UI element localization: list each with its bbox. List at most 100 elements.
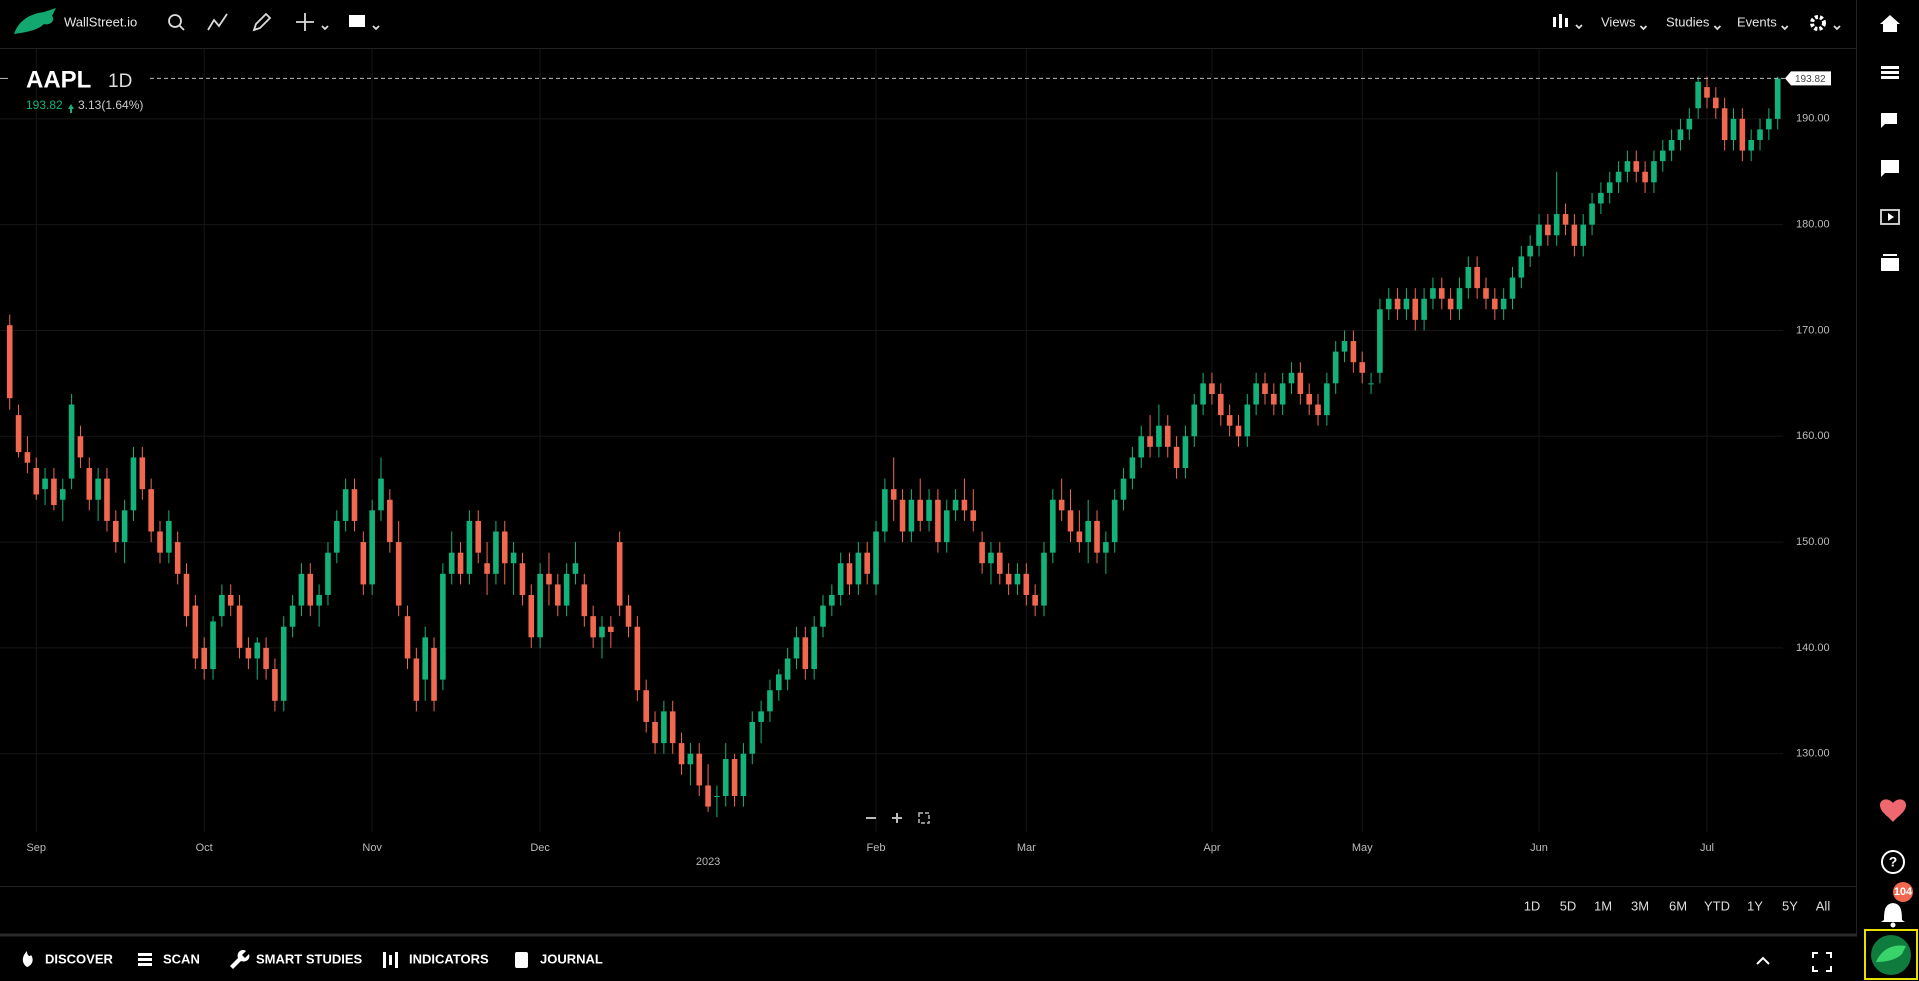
- candle-body: [1200, 383, 1206, 405]
- range-button[interactable]: All: [1816, 898, 1831, 913]
- candle-body: [1553, 214, 1560, 236]
- candle-body: [1288, 372, 1295, 384]
- zoom-controls: [866, 812, 930, 824]
- candle-body: [1350, 341, 1357, 363]
- settings-icon[interactable]: [1810, 15, 1841, 31]
- watchlist-icon[interactable]: [1881, 66, 1899, 79]
- candle-body: [1226, 415, 1233, 426]
- candle-body: [1306, 393, 1312, 405]
- candle-body: [1120, 478, 1127, 500]
- notification-bell[interactable]: [1881, 903, 1905, 928]
- candle-body: [148, 489, 154, 532]
- candle-body: [501, 531, 508, 564]
- candle-body: [219, 594, 225, 617]
- draw-icon[interactable]: [252, 12, 272, 32]
- menu-item[interactable]: Studies: [1666, 14, 1710, 29]
- candle-body: [864, 552, 870, 574]
- candle-body: [457, 552, 464, 574]
- candle-body: [1138, 436, 1145, 458]
- candle-body: [537, 573, 543, 638]
- candle-body: [236, 605, 243, 648]
- bottom-nav: DISCOVER SCAN SMART STUDIES INDICATORS JOURN…: [45, 951, 603, 966]
- message-icon[interactable]: [1881, 160, 1899, 177]
- x-tick-label: Nov: [362, 842, 382, 854]
- menu-item[interactable]: Events: [1737, 14, 1777, 29]
- comment-icon[interactable]: [349, 15, 380, 31]
- candle-body: [86, 468, 93, 500]
- candle-body: [95, 478, 101, 500]
- range-button[interactable]: 1M: [1594, 898, 1612, 913]
- crosshair-icon[interactable]: [296, 13, 329, 31]
- fullscreen-chart[interactable]: [918, 812, 930, 824]
- menu-caret: [1639, 25, 1648, 31]
- x-tick-label: Apr: [1203, 842, 1220, 854]
- brand[interactable]: WallStreet.io: [64, 14, 137, 29]
- zoom-in[interactable]: [892, 813, 902, 823]
- candle-body: [519, 563, 526, 595]
- candle-body: [970, 510, 977, 521]
- y-tick-label: 170.00: [1796, 324, 1830, 336]
- candle-body: [740, 753, 747, 797]
- candle-body: [1412, 298, 1419, 320]
- candle-body: [926, 499, 932, 521]
- x-year-label: 2023: [696, 856, 720, 868]
- logo[interactable]: [14, 8, 56, 34]
- candle-body: [1094, 520, 1100, 553]
- favorite-icon[interactable]: [1880, 799, 1906, 822]
- range-button[interactable]: 5Y: [1782, 898, 1798, 913]
- nav-button[interactable]: JOURNAL: [540, 951, 603, 966]
- fullscreen-icon[interactable]: [1812, 952, 1832, 972]
- candle-body: [687, 753, 694, 765]
- chart-type-icon[interactable]: [1553, 14, 1583, 30]
- candle-body: [1536, 224, 1542, 246]
- home-icon[interactable]: [1880, 15, 1900, 32]
- collapse-icon[interactable]: [1756, 956, 1770, 965]
- range-button[interactable]: 5D: [1560, 898, 1577, 913]
- trend-icon[interactable]: [207, 13, 228, 31]
- playlist-icon[interactable]: [1881, 254, 1899, 271]
- menu-item[interactable]: Views: [1601, 14, 1636, 29]
- candle-body: [1156, 425, 1162, 447]
- candle-body: [1580, 224, 1587, 246]
- candle-body: [1058, 499, 1065, 511]
- candle-body: [943, 510, 950, 543]
- video-icon[interactable]: [1880, 209, 1900, 225]
- candle-body: [510, 552, 517, 564]
- nav-button[interactable]: DISCOVER: [45, 951, 114, 966]
- candle-body: [1766, 118, 1772, 130]
- candle-body: [1483, 288, 1489, 299]
- candle-body: [1191, 404, 1198, 437]
- candle-body: [1757, 129, 1763, 140]
- range-button[interactable]: 3M: [1631, 898, 1649, 913]
- candle-body: [811, 626, 817, 670]
- candle-body: [652, 721, 658, 744]
- candle-body: [33, 468, 40, 495]
- candle-body: [1147, 436, 1153, 447]
- candle-body: [1032, 594, 1038, 606]
- chat-icon[interactable]: [1881, 113, 1897, 128]
- range-button[interactable]: YTD: [1704, 898, 1730, 913]
- candle-body: [431, 647, 437, 701]
- candle-body: [1253, 383, 1259, 405]
- range-button[interactable]: 6M: [1669, 898, 1687, 913]
- range-button[interactable]: 1D: [1524, 898, 1541, 913]
- search-icon[interactable]: [168, 14, 185, 31]
- nav-button[interactable]: SCAN: [163, 951, 200, 966]
- sidebar: [1857, 0, 1919, 981]
- nav-button[interactable]: INDICATORS: [409, 951, 489, 966]
- y-tick-label: 150.00: [1796, 536, 1830, 548]
- candle-body: [775, 674, 782, 691]
- candle-body: [1545, 224, 1551, 236]
- candle-body: [139, 457, 146, 490]
- candle-body: [1359, 362, 1366, 373]
- top-bar: [0, 0, 1857, 48]
- candle-body: [873, 531, 879, 585]
- help-icon[interactable]: ?: [1881, 850, 1905, 874]
- notification-badge: [1893, 882, 1913, 902]
- nav-button[interactable]: SMART STUDIES: [256, 951, 363, 966]
- candle-body: [1509, 277, 1516, 299]
- candle-body: [333, 520, 340, 553]
- range-button[interactable]: 1Y: [1747, 898, 1763, 913]
